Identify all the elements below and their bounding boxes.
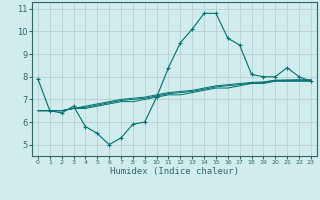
X-axis label: Humidex (Indice chaleur): Humidex (Indice chaleur) <box>110 167 239 176</box>
